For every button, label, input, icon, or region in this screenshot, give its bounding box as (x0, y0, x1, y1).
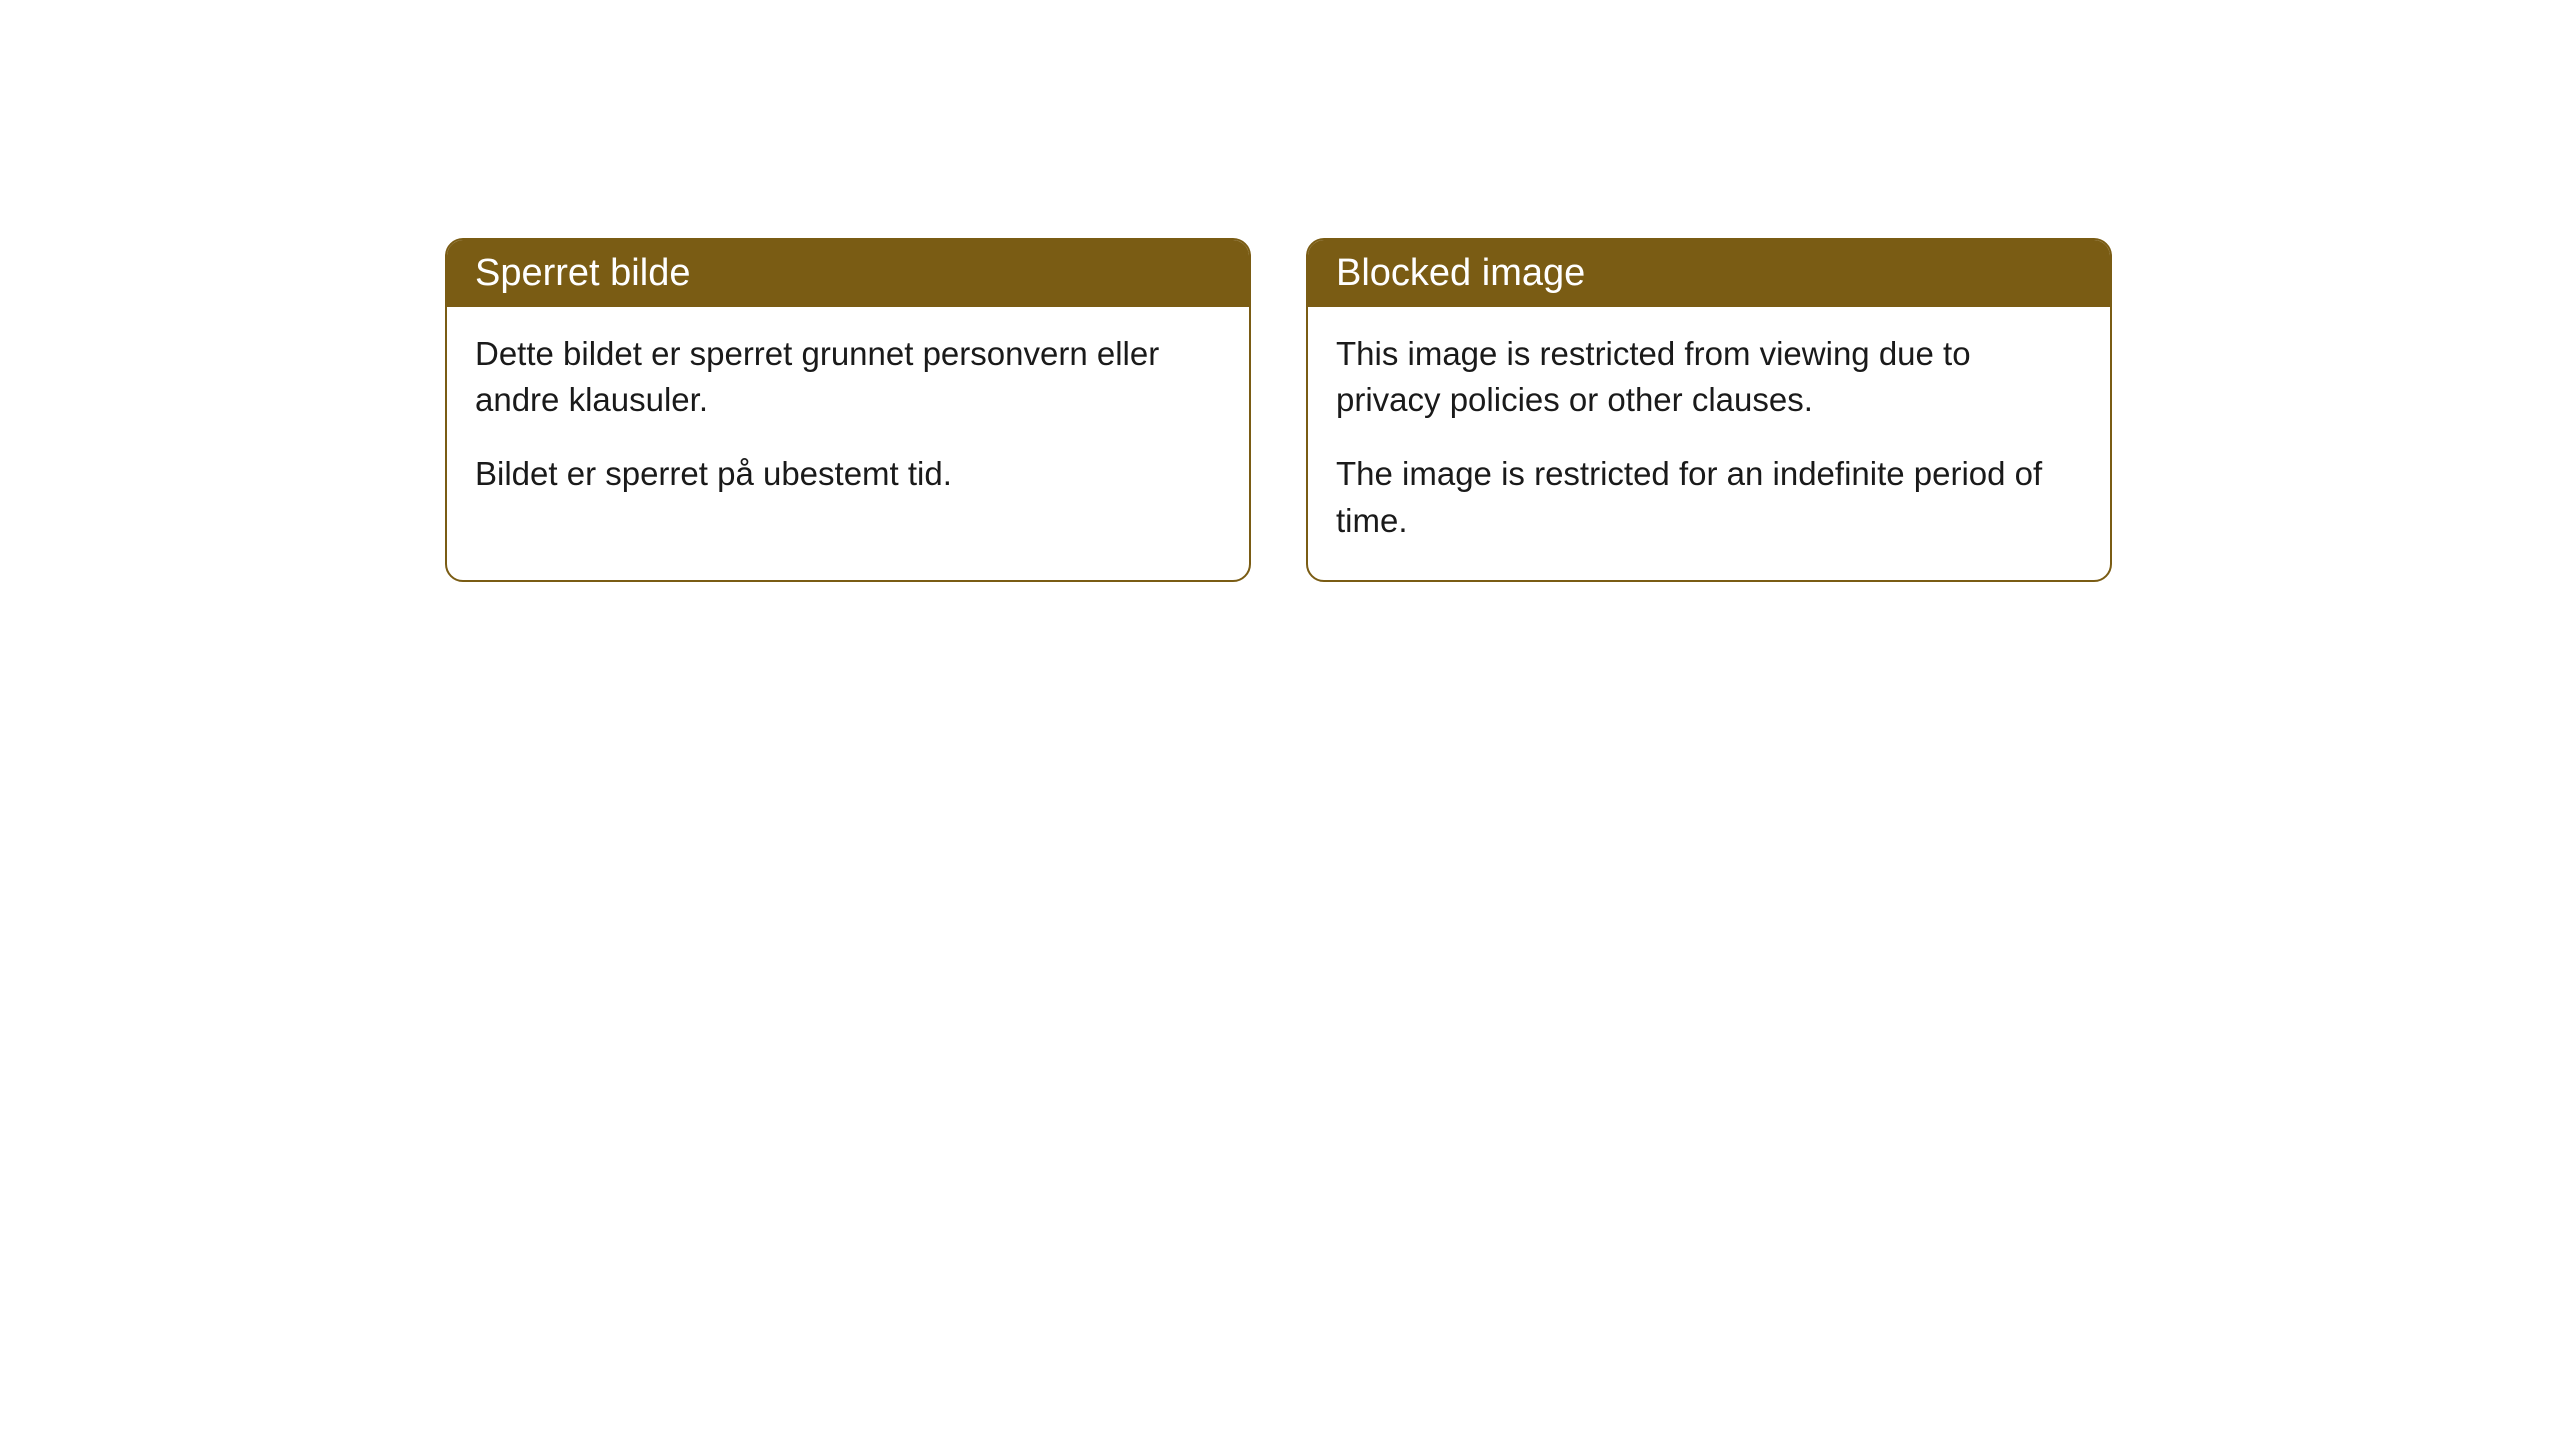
card-paragraph-2: Bildet er sperret på ubestemt tid. (475, 451, 1221, 497)
card-title: Blocked image (1336, 252, 1585, 294)
card-body-norwegian: Dette bildet er sperret grunnet personve… (447, 307, 1249, 534)
card-paragraph-2: The image is restricted for an indefinit… (1336, 451, 2082, 543)
card-header-english: Blocked image (1308, 240, 2110, 307)
card-paragraph-1: This image is restricted from viewing du… (1336, 331, 2082, 423)
card-body-english: This image is restricted from viewing du… (1308, 307, 2110, 580)
cards-container: Sperret bilde Dette bildet er sperret gr… (0, 0, 2560, 582)
card-paragraph-1: Dette bildet er sperret grunnet personve… (475, 331, 1221, 423)
blocked-image-card-norwegian: Sperret bilde Dette bildet er sperret gr… (445, 238, 1251, 582)
blocked-image-card-english: Blocked image This image is restricted f… (1306, 238, 2112, 582)
card-header-norwegian: Sperret bilde (447, 240, 1249, 307)
card-title: Sperret bilde (475, 252, 690, 294)
